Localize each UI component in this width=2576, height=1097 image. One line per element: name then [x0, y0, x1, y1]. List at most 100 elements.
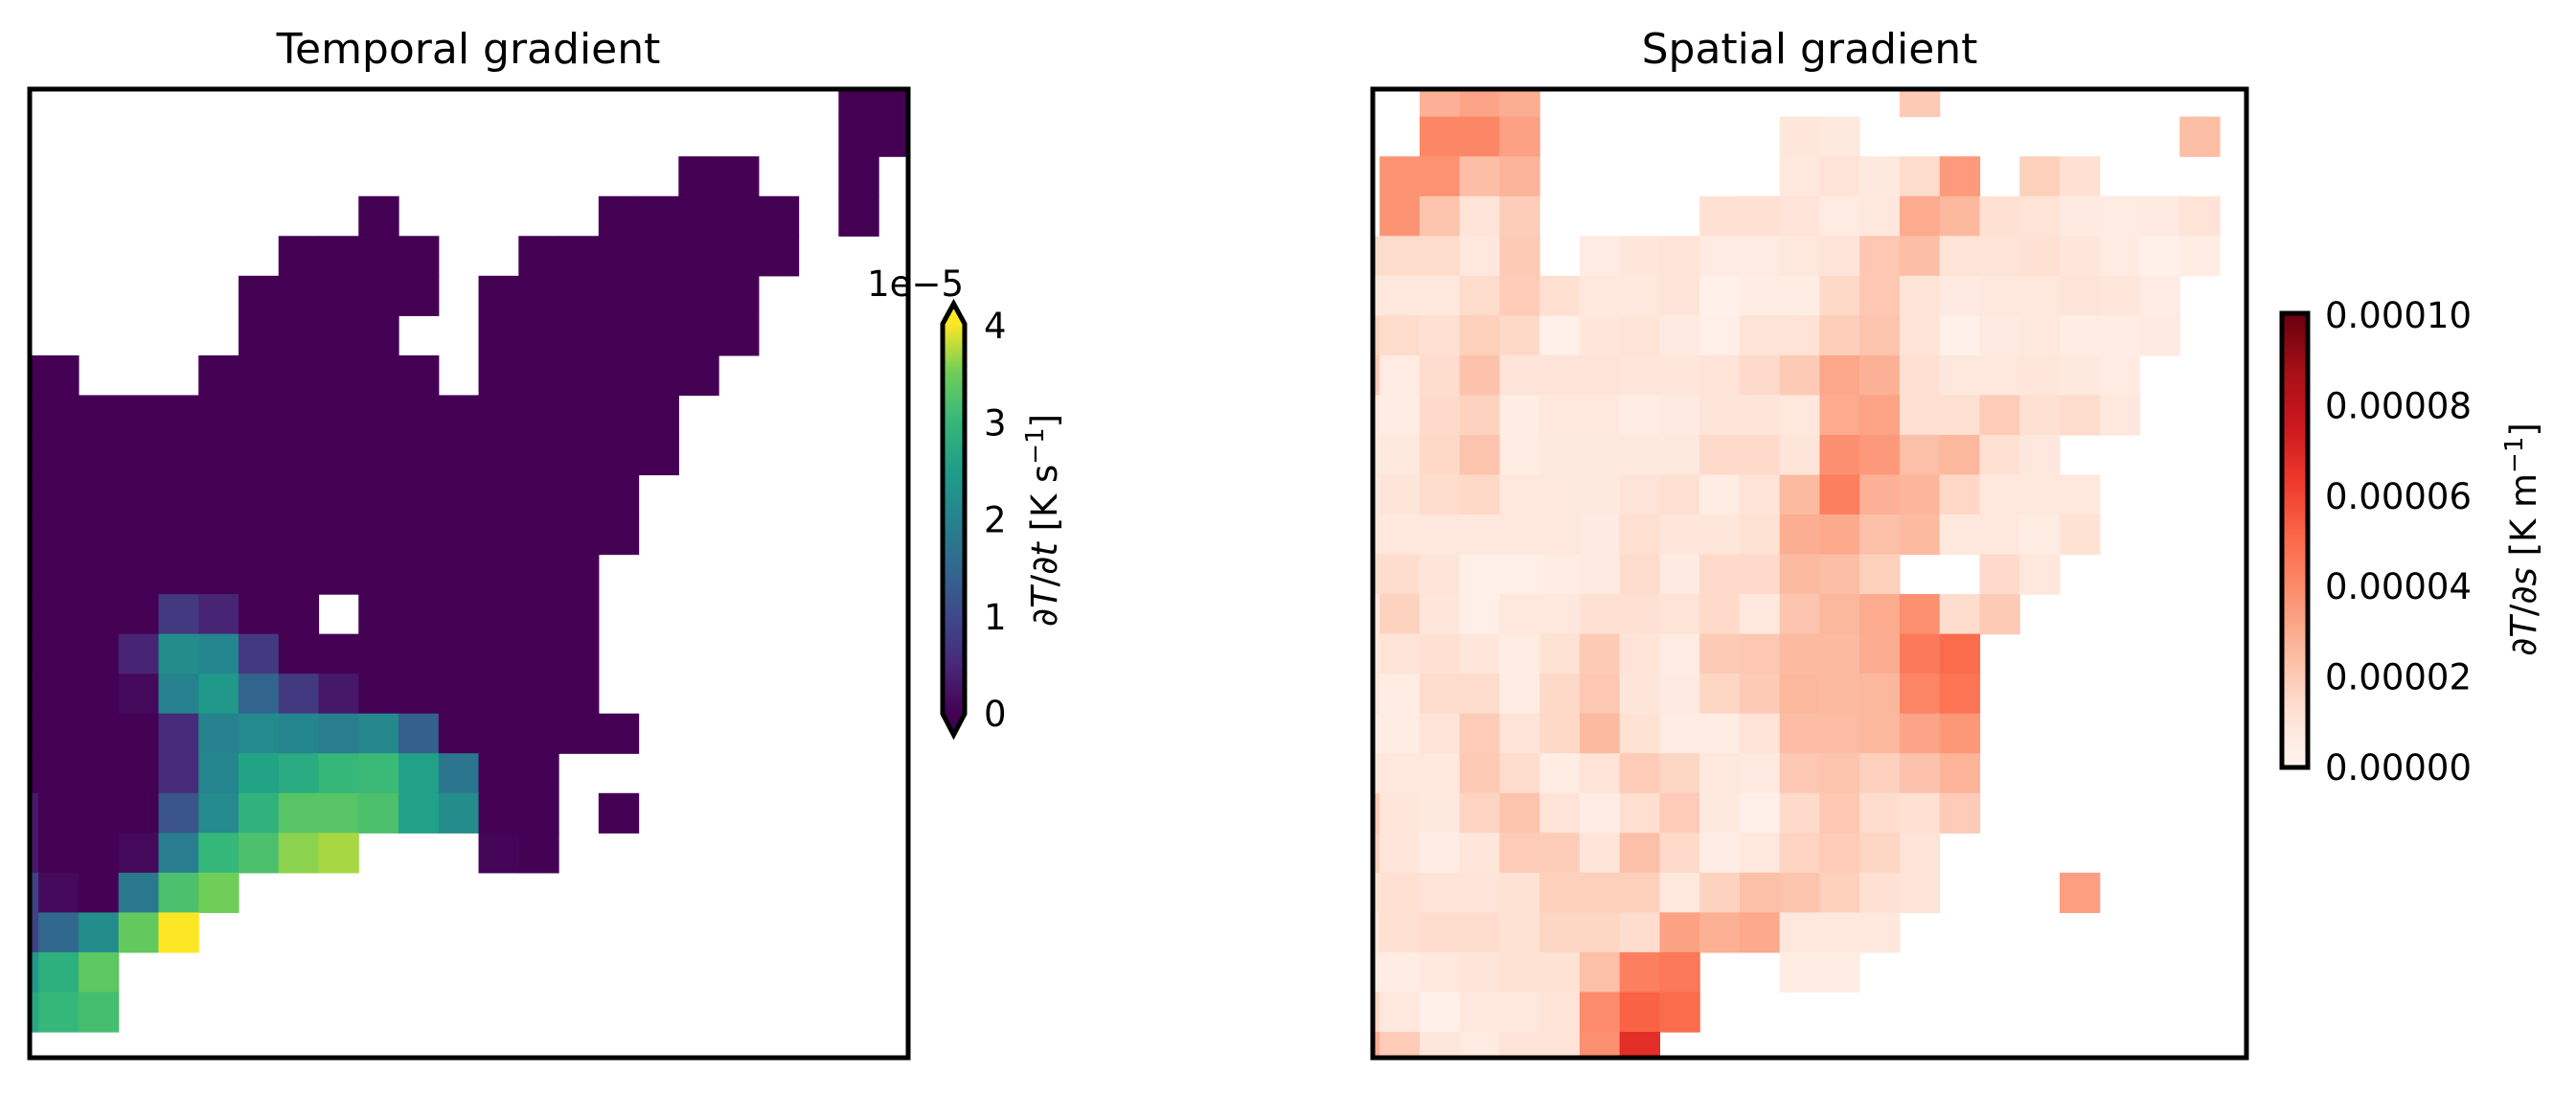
heatmap-cell: [1499, 713, 1540, 754]
heatmap-cell: [318, 315, 359, 356]
heatmap-cell: [559, 514, 600, 556]
heatmap-cell: [1779, 116, 1821, 157]
heatmap-cell: [518, 833, 559, 874]
heatmap-cell: [118, 474, 160, 515]
heatmap-cell: [1459, 951, 1500, 994]
heatmap-cell: [30, 792, 39, 834]
heatmap-cell: [1699, 872, 1741, 913]
heatmap-cell: [1939, 792, 1981, 834]
heatmap-cell: [1779, 912, 1821, 953]
heatmap-cell: [1619, 514, 1661, 556]
heatmap-cell: [1579, 872, 1621, 913]
heatmap-cell: [238, 833, 280, 874]
heatmap-cell: [1419, 633, 1461, 674]
heatmap-cell: [1899, 89, 1941, 118]
heatmap-cell: [1579, 792, 1621, 834]
heatmap-cell: [358, 354, 399, 397]
colorbar-tick-label: 0.00004: [2325, 566, 2472, 607]
heatmap-cell: [1373, 912, 1380, 953]
heatmap-cell: [1579, 395, 1621, 436]
heatmap-cell: [1373, 474, 1380, 515]
heatmap-cell: [598, 354, 640, 397]
heatmap-cell: [1459, 514, 1500, 556]
heatmap-cell: [30, 554, 39, 595]
heatmap-cell: [1539, 674, 1581, 715]
heatmap-cell: [399, 554, 440, 595]
heatmap-cell: [1379, 275, 1421, 316]
heatmap-cell: [1579, 992, 1621, 1033]
heatmap-cell: [1659, 713, 1700, 754]
heatmap-cell: [1619, 474, 1661, 515]
heatmap-cell: [1419, 753, 1461, 794]
heatmap-cell: [1419, 315, 1461, 356]
heatmap-cell: [1499, 674, 1540, 715]
heatmap-cell: [1819, 833, 1860, 874]
spatial-gradient-panel: Spatial gradient: [1370, 25, 2249, 1061]
heatmap-cell: [1379, 833, 1421, 874]
heatmap-cell: [1579, 554, 1621, 595]
heatmap-cell: [1419, 594, 1461, 635]
heatmap-cell: [438, 753, 480, 794]
heatmap-cell: [478, 315, 519, 356]
heatmap-cell: [1659, 275, 1700, 316]
heatmap-cell: [399, 275, 440, 316]
heatmap-cell: [30, 395, 39, 436]
heatmap-cell: [198, 833, 239, 874]
heatmap-cell: [638, 395, 679, 436]
heatmap-cell: [1819, 354, 1860, 397]
heatmap-cell: [78, 753, 120, 794]
heatmap-cell: [2019, 156, 2061, 197]
heatmap-cell: [278, 236, 320, 277]
heatmap-cell: [1619, 1032, 1661, 1058]
heatmap-cell: [1779, 236, 1821, 277]
heatmap-cell: [1819, 713, 1860, 754]
heatmap-cell: [238, 792, 280, 834]
heatmap-cell: [318, 633, 359, 674]
heatmap-cell: [238, 594, 280, 635]
heatmap-cell: [478, 395, 519, 436]
temporal-heatmap-cells: [30, 89, 908, 1033]
heatmap-cell: [1739, 236, 1781, 277]
heatmap-cell: [1379, 792, 1421, 834]
heatmap-cell: [718, 315, 760, 356]
heatmap-cell: [358, 514, 399, 556]
heatmap-cell: [278, 833, 320, 874]
heatmap-cell: [1579, 514, 1621, 556]
heatmap-cell: [2059, 236, 2101, 277]
heatmap-cell: [518, 792, 559, 834]
heatmap-cell: [1859, 554, 1901, 595]
heatmap-cell: [1699, 514, 1741, 556]
heatmap-cell: [678, 354, 719, 397]
heatmap-cell: [158, 792, 199, 834]
heatmap-cell: [1779, 315, 1821, 356]
heatmap-cell: [1659, 792, 1700, 834]
heatmap-cell: [1373, 633, 1380, 674]
heatmap-cell: [1419, 674, 1461, 715]
heatmap-cell: [559, 315, 600, 356]
heatmap-cell: [478, 474, 519, 515]
heatmap-cell: [1499, 594, 1540, 635]
spatial-axes-frame: [1370, 86, 2249, 1061]
heatmap-cell: [278, 275, 320, 316]
heatmap-cell: [2019, 434, 2061, 476]
heatmap-cell: [1979, 514, 2020, 556]
heatmap-cell: [2019, 275, 2061, 316]
heatmap-cell: [1539, 395, 1581, 436]
heatmap-cell: [1779, 554, 1821, 595]
heatmap-cell: [198, 474, 239, 515]
heatmap-cell: [838, 156, 879, 197]
heatmap-cell: [559, 434, 600, 476]
heatmap-cell: [1619, 833, 1661, 874]
heatmap-cell: [1459, 236, 1500, 277]
heatmap-cell: [1379, 713, 1421, 754]
heatmap-cell: [118, 833, 160, 874]
heatmap-cell: [30, 434, 39, 476]
heatmap-cell: [38, 674, 80, 715]
colorbar-tick-label: 0: [984, 694, 1007, 735]
heatmap-cell: [1899, 195, 1941, 237]
heatmap-cell: [1619, 951, 1661, 994]
heatmap-cell: [838, 116, 879, 157]
heatmap-cell: [1499, 514, 1540, 556]
heatmap-cell: [1499, 434, 1540, 476]
heatmap-cell: [1899, 236, 1941, 277]
